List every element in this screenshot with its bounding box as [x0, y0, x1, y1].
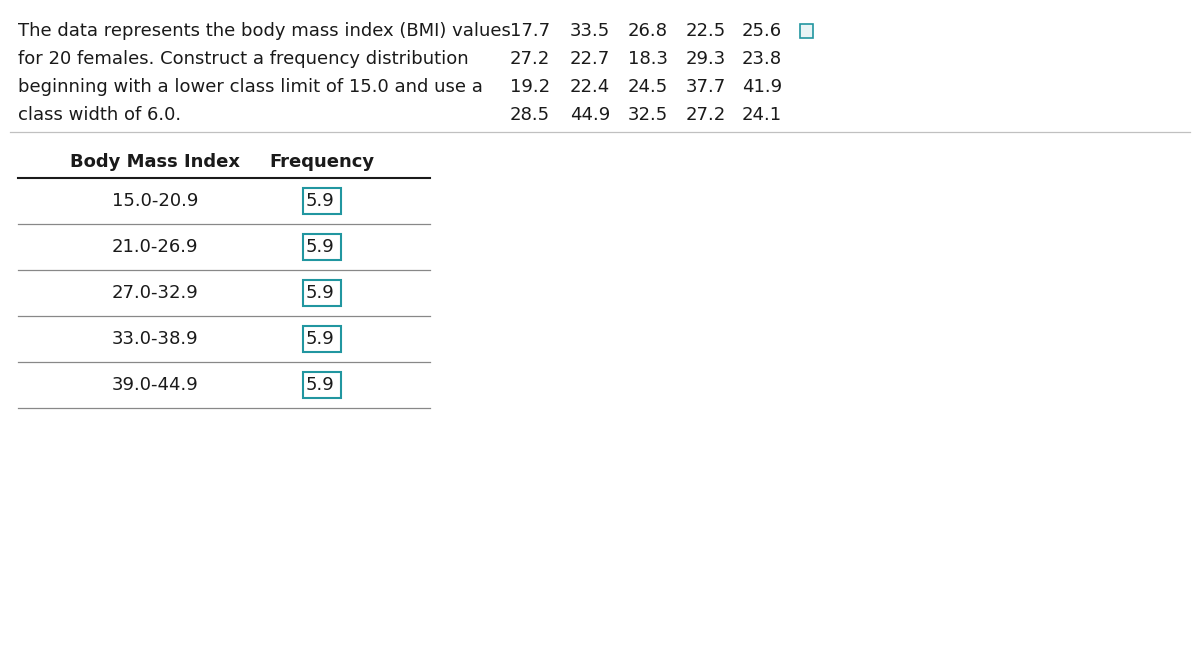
- Text: 5.9: 5.9: [306, 330, 335, 348]
- Text: 25.6: 25.6: [742, 22, 782, 40]
- Text: 19.2: 19.2: [510, 78, 550, 96]
- FancyBboxPatch shape: [800, 24, 814, 38]
- Text: 27.2: 27.2: [686, 106, 726, 124]
- FancyBboxPatch shape: [302, 188, 341, 214]
- Text: 39.0-44.9: 39.0-44.9: [112, 376, 198, 394]
- Text: 27.2: 27.2: [510, 50, 550, 68]
- FancyBboxPatch shape: [302, 372, 341, 398]
- Text: 26.8: 26.8: [628, 22, 668, 40]
- Text: 15.0-20.9: 15.0-20.9: [112, 192, 198, 210]
- Text: for 20 females. Construct a frequency distribution: for 20 females. Construct a frequency di…: [18, 50, 469, 68]
- Text: 24.5: 24.5: [628, 78, 668, 96]
- Text: Frequency: Frequency: [270, 153, 374, 171]
- Text: 24.1: 24.1: [742, 106, 782, 124]
- Text: 37.7: 37.7: [686, 78, 726, 96]
- Text: 44.9: 44.9: [570, 106, 610, 124]
- Text: 22.5: 22.5: [686, 22, 726, 40]
- FancyBboxPatch shape: [302, 280, 341, 306]
- Text: 33.5: 33.5: [570, 22, 610, 40]
- Text: 17.7: 17.7: [510, 22, 550, 40]
- Text: 41.9: 41.9: [742, 78, 782, 96]
- FancyBboxPatch shape: [302, 234, 341, 260]
- FancyBboxPatch shape: [302, 326, 341, 352]
- Text: 32.5: 32.5: [628, 106, 668, 124]
- Text: The data represents the body mass index (BMI) values: The data represents the body mass index …: [18, 22, 511, 40]
- Text: beginning with a lower class limit of 15.0 and use a: beginning with a lower class limit of 15…: [18, 78, 482, 96]
- Text: 28.5: 28.5: [510, 106, 550, 124]
- Text: 21.0-26.9: 21.0-26.9: [112, 238, 198, 256]
- Text: 27.0-32.9: 27.0-32.9: [112, 284, 198, 302]
- Text: 5.9: 5.9: [306, 238, 335, 256]
- Text: 22.7: 22.7: [570, 50, 610, 68]
- Text: 5.9: 5.9: [306, 284, 335, 302]
- Text: class width of 6.0.: class width of 6.0.: [18, 106, 181, 124]
- Text: 5.9: 5.9: [306, 192, 335, 210]
- Text: 33.0-38.9: 33.0-38.9: [112, 330, 198, 348]
- Text: Body Mass Index: Body Mass Index: [70, 153, 240, 171]
- Text: 22.4: 22.4: [570, 78, 610, 96]
- Text: 5.9: 5.9: [306, 376, 335, 394]
- Text: 29.3: 29.3: [686, 50, 726, 68]
- Text: 18.3: 18.3: [628, 50, 668, 68]
- Text: 23.8: 23.8: [742, 50, 782, 68]
